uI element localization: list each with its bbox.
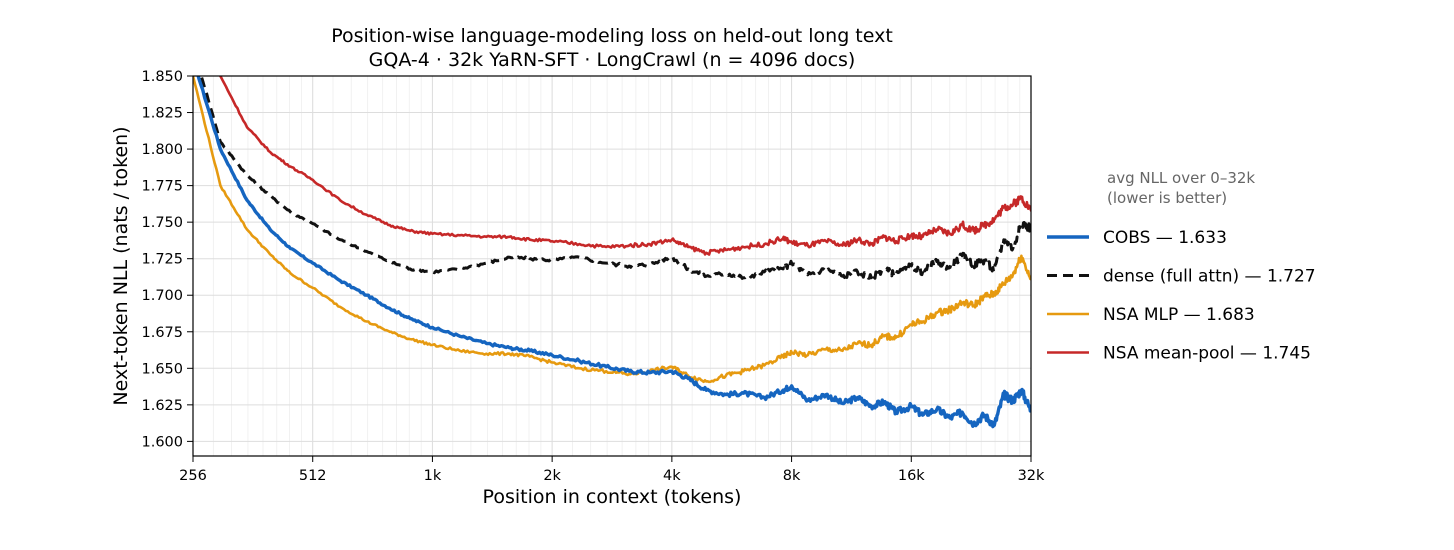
y-tick-label: 1.750: [141, 215, 183, 231]
legend-entry-label: COBS — 1.633: [1103, 228, 1227, 248]
y-axis-ticks: 1.600 1.625 1.650 1.675 1.700 1.725 1.750 1.775…: [141, 69, 193, 450]
y-tick-label: 1.650: [141, 361, 183, 377]
x-axis-ticks: 256 512 1k 2k 4k 8k 16k 32k: [179, 456, 1045, 484]
x-tick-label: 32k: [1018, 468, 1045, 484]
chart-subtitle: GQA-4 · 32k YaRN-SFT · LongCrawl (n = 40…: [369, 49, 856, 71]
y-tick-label: 1.600: [141, 434, 183, 450]
y-tick-label: 1.850: [141, 69, 183, 85]
x-tick-label: 512: [299, 468, 327, 484]
y-tick-label: 1.700: [141, 288, 183, 304]
y-tick-label: 1.725: [141, 252, 183, 268]
legend-entry-label: NSA MLP — 1.683: [1103, 305, 1255, 325]
legend-entry-label: NSA mean-pool — 1.745: [1103, 344, 1311, 364]
y-axis-label: Next-token NLL (nats / token): [110, 126, 132, 405]
x-tick-label: 256: [179, 468, 207, 484]
series-layer: [193, 76, 1031, 429]
series-line-nsa-mlp: [193, 76, 1031, 384]
y-tick-label: 1.625: [141, 398, 183, 414]
y-tick-label: 1.775: [141, 179, 183, 195]
plot-frame: [192, 75, 1032, 457]
legend-entry-label: dense (full attn) — 1.727: [1103, 267, 1316, 287]
series-line-nsa-mean-pool: [219, 76, 1031, 256]
chart-title: Position-wise language-modeling loss on …: [331, 25, 893, 47]
y-tick-label: 1.675: [141, 325, 183, 341]
legend: avg NLL over 0–32k (lower is better) COB…: [1047, 169, 1316, 364]
series-line-cobs: [196, 76, 1031, 429]
legend-title-line1: avg NLL over 0–32k: [1107, 169, 1255, 187]
x-tick-label: 4k: [663, 468, 681, 484]
x-tick-label: 1k: [424, 468, 442, 484]
x-tick-label: 8k: [783, 468, 801, 484]
legend-title-line2: (lower is better): [1107, 189, 1227, 207]
x-tick-label: 16k: [898, 468, 925, 484]
y-tick-label: 1.825: [141, 106, 183, 122]
series-line-dense-full-attn-: [199, 76, 1031, 280]
x-axis-label: Position in context (tokens): [483, 486, 742, 508]
y-tick-label: 1.800: [141, 142, 183, 158]
x-tick-label: 2k: [543, 468, 561, 484]
